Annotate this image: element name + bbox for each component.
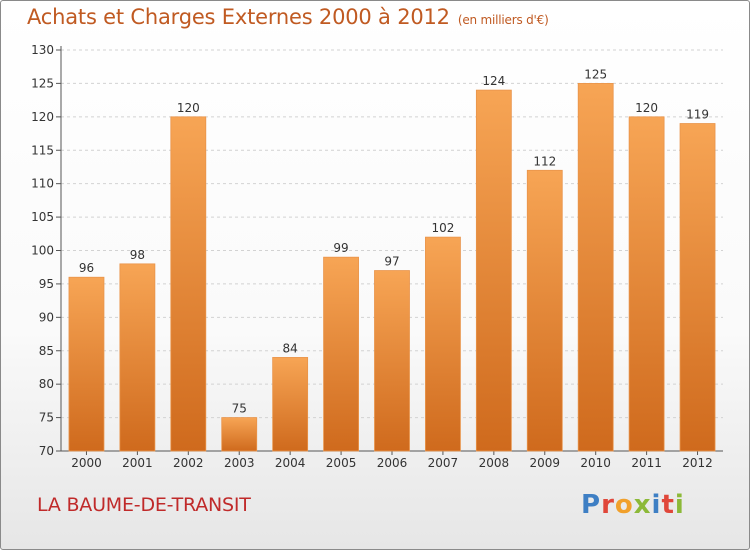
bar-value-label: 97: [384, 255, 399, 269]
bar: [68, 276, 105, 452]
y-tick-label: 75: [39, 411, 54, 425]
x-tick-label: 2002: [173, 456, 204, 470]
bar: [119, 263, 156, 452]
chart-title: Achats et Charges Externes 2000 à 2012 (e…: [27, 5, 549, 29]
x-tick-label: 2006: [377, 456, 408, 470]
bar-value-label: 125: [584, 67, 607, 81]
bars: [68, 83, 716, 452]
y-tick-label: 85: [39, 344, 54, 358]
bar-value-label: 112: [533, 154, 556, 168]
bar-value-label: 120: [177, 101, 200, 115]
bar-value-label: 75: [232, 402, 247, 416]
bar-value-label: 102: [431, 221, 454, 235]
x-tick-label: 2010: [580, 456, 611, 470]
logo-letter: P: [581, 490, 602, 520]
x-tick-label: 2012: [682, 456, 713, 470]
x-tick-label: 2003: [224, 456, 255, 470]
y-tick-label: 70: [39, 444, 54, 458]
bar: [425, 236, 461, 452]
labels: 96 2000 98 2001 120 2002 75 2003 84 2004 99 2005 97 2…: [71, 67, 713, 470]
bar-value-label: 96: [79, 261, 94, 275]
bar-value-label: 124: [482, 74, 505, 88]
bar: [475, 89, 512, 452]
x-tick-label: 2011: [631, 456, 662, 470]
chart-subtitle: (en milliers d'€): [457, 13, 549, 27]
y-tick-label: 95: [39, 277, 54, 291]
x-tick-label: 2001: [122, 456, 153, 470]
y-tick-label: 100: [31, 244, 54, 258]
x-tick-label: 2007: [428, 456, 459, 470]
x-tick-label: 2009: [529, 456, 560, 470]
y-tick-label: 115: [31, 143, 54, 157]
y-tick-label: 130: [31, 43, 54, 57]
bar: [272, 357, 309, 452]
proxiti-logo: Proxiti: [581, 490, 685, 520]
y-tick-label: 125: [31, 76, 54, 90]
x-tick-label: 2000: [71, 456, 102, 470]
logo-letter: t: [661, 490, 675, 520]
y-tick-label: 120: [31, 110, 54, 124]
bar: [221, 417, 258, 452]
bar: [170, 116, 207, 452]
logo-letter: i: [674, 490, 685, 520]
bar: [679, 123, 716, 452]
location-name: LA BAUME-DE-TRANSIT: [37, 494, 251, 516]
bar-value-label: 120: [635, 101, 658, 115]
logo-letter: r: [601, 490, 615, 520]
y-tick-label: 80: [39, 377, 54, 391]
y-tick-label: 105: [31, 210, 54, 224]
bar: [323, 256, 359, 452]
chart-title-text: Achats et Charges Externes 2000 à 2012: [27, 5, 450, 29]
x-tick-label: 2008: [479, 456, 510, 470]
y-tick-label: 90: [39, 310, 54, 324]
bar: [577, 83, 614, 452]
logo-letter: o: [614, 490, 634, 520]
bar-value-label: 119: [686, 108, 709, 122]
logo-letter: i: [651, 490, 662, 520]
bar-value-label: 98: [130, 248, 145, 262]
x-tick-label: 2005: [326, 456, 357, 470]
x-tick-label: 2004: [275, 456, 306, 470]
bar-value-label: 84: [283, 341, 298, 355]
y-tick-label: 110: [31, 177, 54, 191]
bar-value-label: 99: [333, 241, 348, 255]
logo-letter: x: [633, 490, 652, 520]
bar: [374, 270, 410, 452]
bar: [526, 169, 563, 452]
bar: [628, 116, 665, 452]
